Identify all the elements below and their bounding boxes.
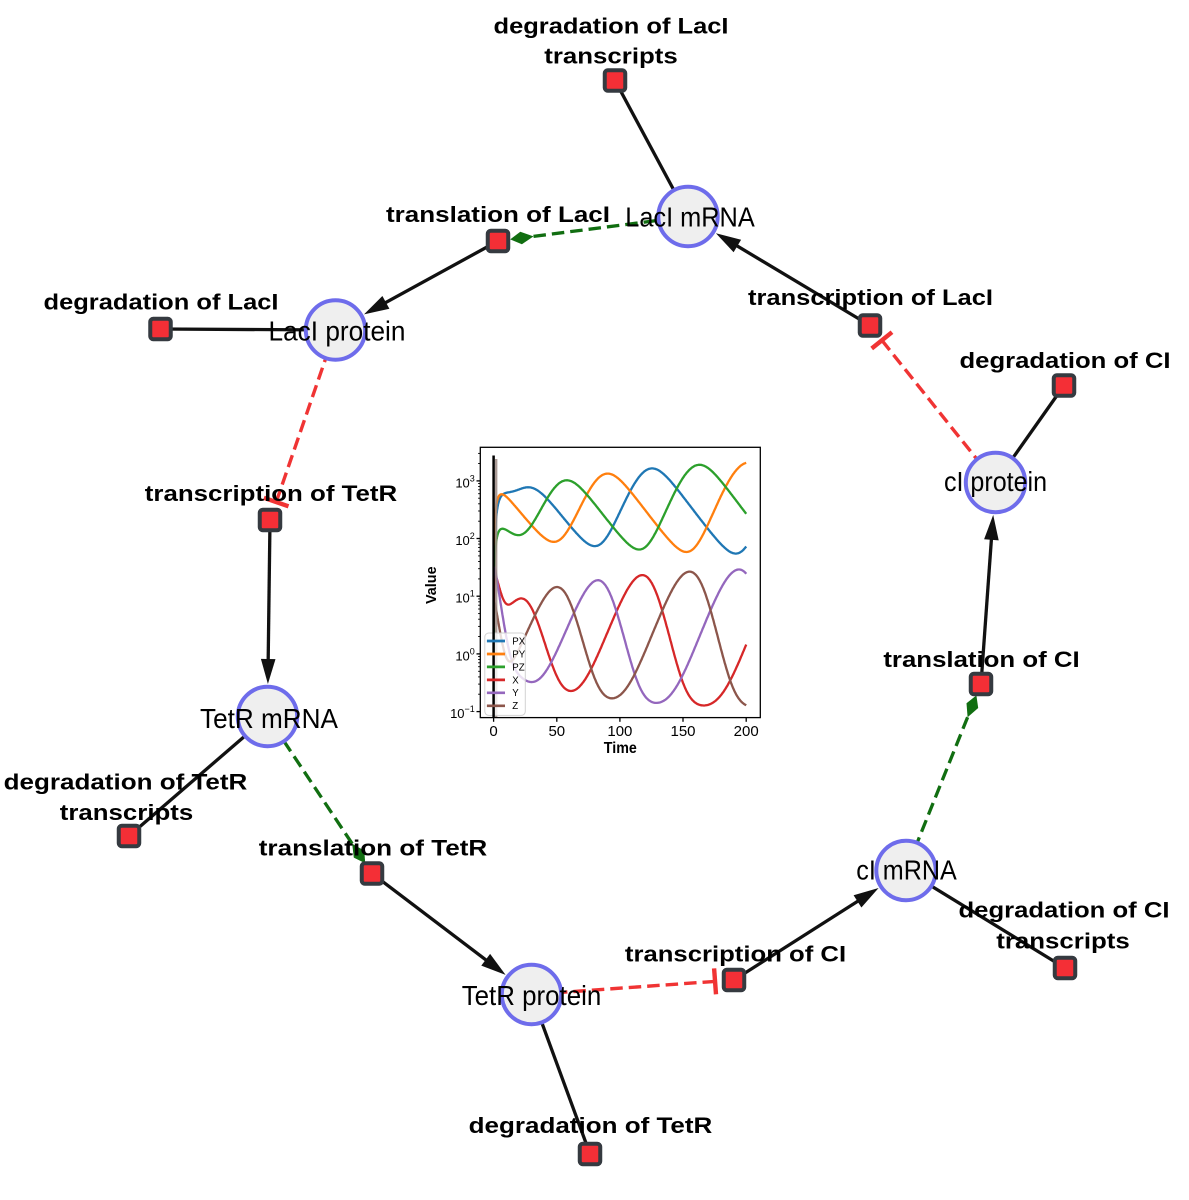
svg-text:transcripts: transcripts xyxy=(996,929,1130,954)
svg-text:transcripts: transcripts xyxy=(60,800,194,825)
svg-text:cI mRNA: cI mRNA xyxy=(856,855,957,886)
svg-text:LacI mRNA: LacI mRNA xyxy=(625,202,755,233)
svg-text:transcription of CI: transcription of CI xyxy=(625,942,846,967)
svg-text:PZ: PZ xyxy=(512,662,524,673)
svg-text:degradation of LacI: degradation of LacI xyxy=(494,14,729,39)
svg-text:transcription of TetR: transcription of TetR xyxy=(145,481,398,506)
svg-text:degradation of TetR: degradation of TetR xyxy=(4,770,248,795)
svg-text:translation of LacI: translation of LacI xyxy=(386,202,610,227)
svg-text:transcription of LacI: transcription of LacI xyxy=(748,285,993,310)
svg-text:TetR mRNA: TetR mRNA xyxy=(200,703,338,734)
svg-text:transcripts: transcripts xyxy=(544,44,678,69)
svg-text:TetR protein: TetR protein xyxy=(462,980,602,1011)
svg-text:Z: Z xyxy=(512,701,518,712)
svg-text:PY: PY xyxy=(512,649,525,660)
svg-text:150: 150 xyxy=(670,723,695,740)
svg-text:X: X xyxy=(512,675,519,686)
svg-text:200: 200 xyxy=(734,723,759,740)
svg-text:translation of TetR: translation of TetR xyxy=(259,836,488,861)
svg-text:degradation of TetR: degradation of TetR xyxy=(469,1113,713,1138)
svg-text:50: 50 xyxy=(548,723,565,740)
svg-text:degradation of CI: degradation of CI xyxy=(960,348,1171,373)
svg-text:PX: PX xyxy=(512,636,525,647)
svg-text:cI protein: cI protein xyxy=(944,466,1047,497)
svg-text:degradation of LacI: degradation of LacI xyxy=(44,290,279,315)
svg-text:translation of CI: translation of CI xyxy=(883,647,1079,672)
svg-text:LacI protein: LacI protein xyxy=(269,316,406,347)
svg-text:Y: Y xyxy=(512,688,519,699)
svg-text:0: 0 xyxy=(489,723,497,740)
svg-text:Value: Value xyxy=(424,566,440,604)
svg-text:degradation of CI: degradation of CI xyxy=(959,898,1170,923)
svg-text:100: 100 xyxy=(607,723,632,740)
svg-text:Time: Time xyxy=(604,740,637,757)
